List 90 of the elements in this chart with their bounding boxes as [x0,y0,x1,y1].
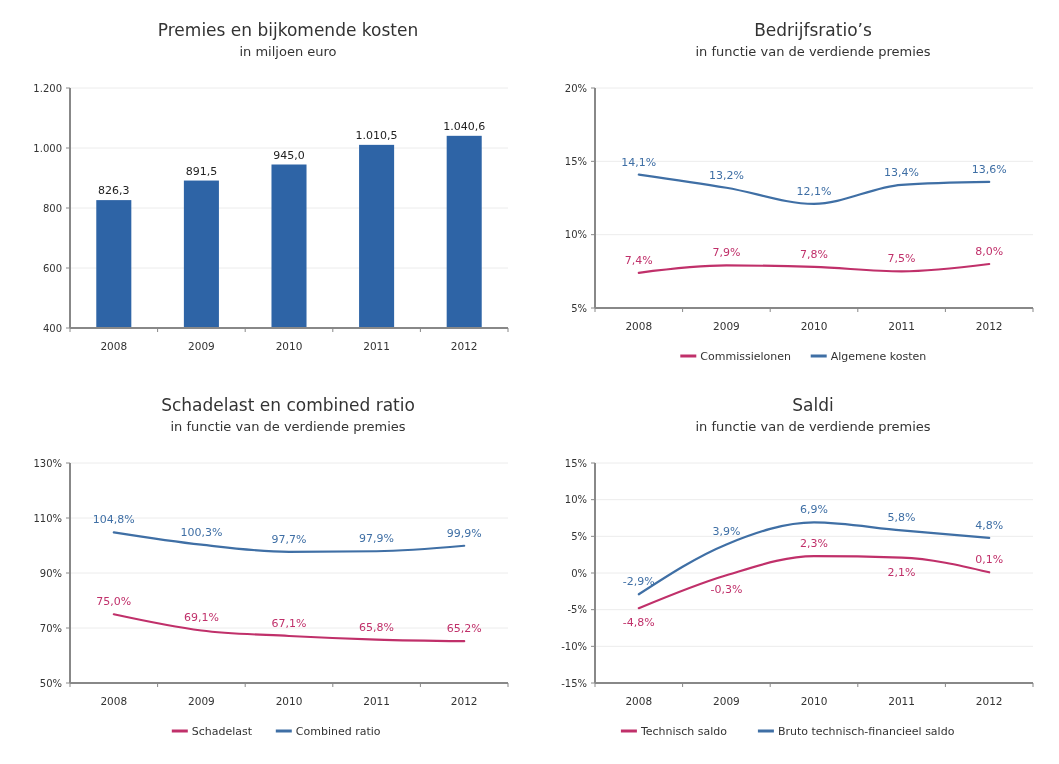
y-tick-label: 10% [564,494,587,506]
data-label: 7,8% [800,247,828,261]
x-tick-label: 2010 [800,695,828,707]
y-tick-label: 130% [33,457,62,469]
y-tick-label: -15% [561,677,587,689]
data-label: 945,0 [273,148,305,162]
legend-label: Algemene kosten [830,349,927,363]
chart-subtitle: in miljoen euro [239,44,337,59]
y-tick-label: 15% [564,155,587,167]
chart-title: Bedrijfsratio’s [754,20,872,40]
y-tick-label: 800 [42,202,62,214]
data-label: 65,2% [446,622,482,636]
x-tick-label: 2011 [363,695,390,707]
y-tick-label: 70% [39,622,62,634]
data-label: 0,1% [975,553,1004,567]
y-tick-label: -5% [567,604,587,616]
y-tick-label: 1.000 [33,142,62,154]
data-label: 4,8% [975,518,1004,532]
y-tick-label: 5% [571,530,587,542]
x-tick-label: 2009 [713,695,740,707]
x-tick-label: 2011 [888,695,915,707]
chart-subtitle: in functie van de verdiende premies [695,44,931,59]
legend-label: Technisch saldo [639,724,728,738]
x-tick-label: 2010 [275,340,303,352]
data-label: 2,1% [887,565,916,579]
y-tick-label: 1.200 [33,82,62,94]
x-tick-label: 2010 [800,320,828,332]
data-label: 1.010,5 [355,128,398,142]
data-label: 891,5 [185,164,218,178]
data-label: 99,9% [446,526,482,540]
x-tick-label: 2008 [625,695,653,707]
data-label: 7,5% [887,252,916,266]
y-tick-label: -10% [561,640,587,652]
data-label: 75,0% [96,595,132,609]
legend-label: Schadelast [191,724,253,738]
chart-title: Schadelast en combined ratio [161,395,415,415]
data-label: 13,2% [708,168,744,182]
x-tick-label: 2011 [888,320,915,332]
data-label: 7,9% [712,246,741,260]
chart-subtitle: in functie van de verdiende premies [695,419,931,434]
chart-title: Saldi [792,395,834,415]
x-tick-label: 2012 [975,695,1003,707]
data-label: 8,0% [975,245,1004,258]
data-label: 5,8% [887,511,916,525]
x-tick-label: 2011 [363,340,390,352]
data-label: 13,6% [971,162,1007,176]
data-label: 13,4% [884,165,920,179]
data-label: 2,3% [800,537,828,551]
y-tick-label: 15% [564,457,587,469]
data-label: 97,9% [359,532,395,546]
y-tick-label: 20% [564,82,587,94]
x-tick-label: 2012 [975,320,1003,332]
y-tick-label: 0% [571,567,587,579]
x-tick-label: 2012 [450,695,478,707]
data-label: 67,1% [271,616,307,630]
data-label: -2,9% [622,575,655,589]
x-tick-label: 2010 [275,695,303,707]
data-label: 104,8% [92,513,135,527]
data-label: 14,1% [621,155,657,169]
data-label: -4,8% [622,616,655,630]
chart-subtitle: in functie van de verdiende premies [170,419,406,434]
legend-label: Combined ratio [295,724,381,738]
data-label: 1.040,6 [443,119,486,133]
x-tick-label: 2008 [100,695,128,707]
data-label: 6,9% [800,503,828,517]
data-label: 69,1% [183,611,219,625]
data-label: 826,3 [98,184,130,198]
y-tick-label: 110% [33,512,62,524]
data-label: 7,4% [624,253,653,267]
y-tick-label: 400 [42,322,62,334]
data-label: 65,8% [359,620,395,634]
data-label: -0,3% [710,583,743,597]
data-label: 100,3% [180,525,223,539]
x-tick-label: 2012 [450,340,478,352]
y-tick-label: 10% [564,229,587,241]
x-tick-label: 2009 [713,320,740,332]
x-tick-label: 2009 [188,340,215,352]
y-tick-label: 600 [42,262,62,274]
chart-title: Premies en bijkomende kosten [157,20,419,40]
data-label: 3,9% [712,525,741,539]
legend-label: Bruto technisch-financieel saldo [777,724,955,738]
y-tick-label: 50% [39,677,62,689]
data-label: 12,1% [796,184,832,198]
y-tick-label: 5% [571,302,587,314]
data-label: 97,7% [271,532,307,546]
x-tick-label: 2008 [625,320,653,332]
legend-label: Commissielonen [700,349,792,363]
y-tick-label: 90% [39,567,62,579]
x-tick-label: 2008 [100,340,128,352]
x-tick-label: 2009 [188,695,215,707]
